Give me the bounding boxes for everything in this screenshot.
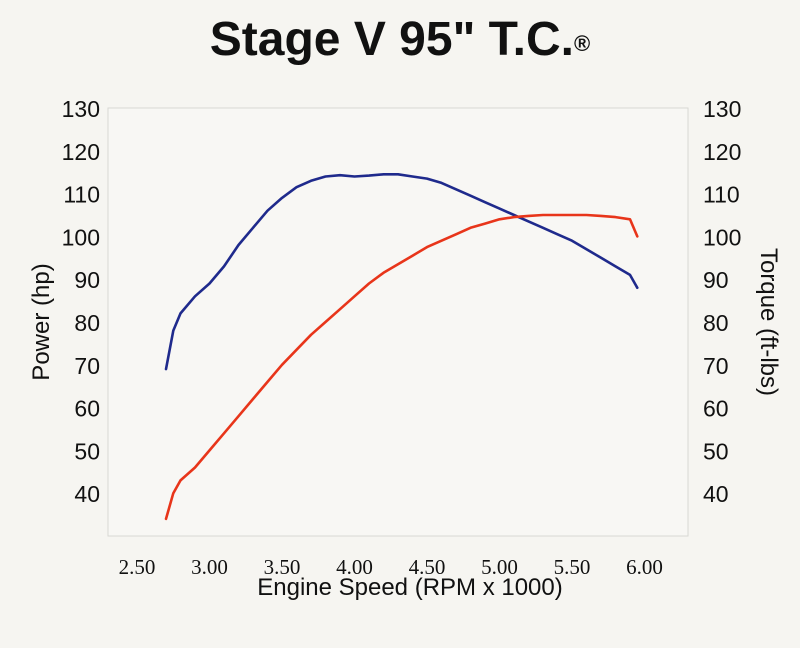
registered-mark: ® [574, 31, 591, 56]
x-tick-label: 4.00 [336, 555, 373, 579]
chart-title: Stage V 95" T.C.® [0, 12, 800, 67]
y-tick-label-left: 130 [62, 96, 100, 122]
y-tick-label-right: 120 [703, 139, 741, 165]
y-tick-label-left: 80 [74, 310, 100, 336]
y-tick-label-left: 90 [74, 267, 100, 293]
y-tick-label-left: 120 [62, 139, 100, 165]
y-tick-label-right: 100 [703, 224, 741, 250]
y-tick-label-left: 110 [63, 182, 100, 208]
x-tick-label: 6.00 [626, 555, 663, 579]
x-tick-label: 3.50 [264, 555, 301, 579]
y-tick-label-left: 40 [74, 481, 100, 507]
y-tick-label-right: 130 [703, 96, 741, 122]
y-tick-label-right: 50 [703, 438, 729, 464]
y-axis-label-left: Power (hp) [28, 263, 55, 381]
x-tick-label: 2.50 [119, 555, 156, 579]
series-lines [164, 173, 639, 521]
power-line [164, 213, 639, 521]
y-tick-label-right: 90 [703, 267, 729, 293]
x-tick-label: 3.00 [191, 555, 228, 579]
plot-area [107, 107, 689, 537]
y-tick-label-left: 50 [74, 438, 100, 464]
y-tick-label-right: 60 [703, 396, 729, 422]
left-axis-ticks: 40 50 60 70 80 90 100 110 120 130 [62, 96, 100, 507]
y-tick-label-right: 110 [703, 182, 740, 208]
y-tick-label-right: 80 [703, 310, 729, 336]
y-tick-label-left: 100 [62, 224, 100, 250]
y-tick-label-left: 60 [74, 396, 100, 422]
y-axis-label-right: Torque (ft-lbs) [755, 247, 782, 397]
y-tick-label-right: 40 [703, 481, 729, 507]
y-tick-label-left: 70 [74, 353, 100, 379]
torque-line [164, 173, 639, 371]
right-axis-ticks: 40 50 60 70 80 90 100 110 120 130 [703, 96, 741, 507]
y-tick-label-right: 70 [703, 353, 729, 379]
x-tick-label: 5.00 [481, 555, 518, 579]
x-axis-label: Engine Speed (RPM x 1000) [257, 574, 563, 601]
x-tick-label: 5.50 [554, 555, 591, 579]
x-tick-label: 4.50 [409, 555, 446, 579]
chart-title-text: Stage V 95" T.C. [209, 13, 574, 66]
x-axis-ticks: 2.50 3.00 3.50 4.00 4.50 5.00 5.50 6.00 [119, 555, 663, 579]
